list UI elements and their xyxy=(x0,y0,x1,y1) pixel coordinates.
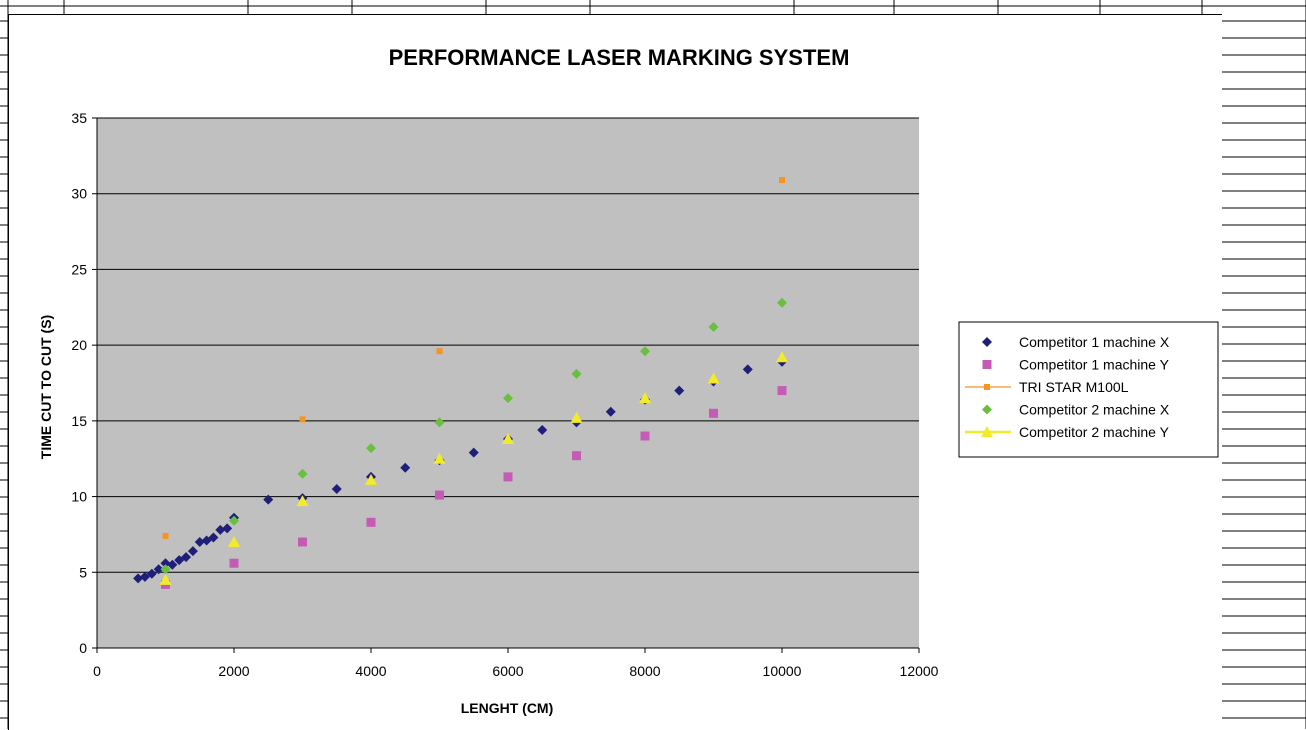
data-point xyxy=(167,559,178,570)
y-tick-label: 5 xyxy=(79,564,87,580)
data-point xyxy=(434,417,445,428)
data-point xyxy=(502,433,514,445)
legend-label: Competitor 1 machine X xyxy=(1019,334,1170,350)
legend: Competitor 1 machine X Competitor 1 machi… xyxy=(958,321,1219,458)
data-point xyxy=(229,558,239,568)
series-4 xyxy=(159,351,788,585)
legend-label: TRI STAR M100L xyxy=(1019,379,1129,395)
legend-label: Competitor 2 machine X xyxy=(1019,402,1170,418)
data-point xyxy=(435,490,444,500)
data-point xyxy=(160,564,171,575)
data-point xyxy=(228,536,240,547)
data-point xyxy=(299,416,306,423)
data-point xyxy=(605,406,616,417)
embedded-chart[interactable]: PERFORMANCE LASER MARKING SYSTEM 0 5 10 15 2… xyxy=(8,14,1222,730)
data-point xyxy=(468,447,479,458)
plot-background xyxy=(97,118,919,648)
chart-canvas: PERFORMANCE LASER MARKING SYSTEM 0 5 10 15 2… xyxy=(38,45,1219,716)
data-point xyxy=(159,573,172,585)
data-point xyxy=(674,385,685,396)
data-point xyxy=(160,558,171,569)
data-point xyxy=(570,411,583,423)
data-point xyxy=(777,386,787,396)
data-point xyxy=(436,348,443,355)
data-point xyxy=(640,346,650,357)
data-point xyxy=(707,372,720,384)
data-point xyxy=(296,495,309,507)
series-3 xyxy=(160,297,787,575)
data-point xyxy=(742,364,753,375)
legend-marker xyxy=(982,337,992,347)
data-point xyxy=(503,393,513,404)
data-point xyxy=(297,468,308,479)
data-point xyxy=(298,537,307,547)
x-axis-title: LENGHT (CM) xyxy=(461,700,554,716)
data-point xyxy=(571,368,582,379)
legend-marker xyxy=(981,426,993,437)
y-tick-label: 15 xyxy=(71,413,87,429)
plot-area: 0 5 10 15 20 25 30 35 0 2000 4000 6000 8000 10000 1200… xyxy=(71,110,938,679)
x-tick-label: 2000 xyxy=(218,663,249,679)
data-point xyxy=(366,443,376,454)
data-point xyxy=(229,515,239,526)
data-point xyxy=(208,532,219,543)
data-point xyxy=(365,473,377,485)
y-tick-label: 10 xyxy=(71,489,87,505)
legend-marker xyxy=(982,404,992,415)
x-tick-label: 4000 xyxy=(355,663,386,679)
data-point xyxy=(777,297,787,308)
y-tick-label: 35 xyxy=(71,110,87,126)
data-point xyxy=(400,462,411,473)
data-point xyxy=(263,494,274,505)
data-point xyxy=(537,424,548,435)
data-point xyxy=(640,431,650,441)
data-point xyxy=(194,537,205,547)
legend-marker xyxy=(984,384,990,390)
legend-box xyxy=(958,321,1219,458)
data-point xyxy=(162,532,169,539)
y-tick-label: 20 xyxy=(71,337,87,353)
data-point xyxy=(572,451,581,461)
data-point xyxy=(639,392,651,404)
series-2 xyxy=(162,177,785,539)
x-tick-label: 0 xyxy=(93,663,101,679)
data-point xyxy=(181,552,192,563)
y-axis-title: TIME CUT TO CUT (S) xyxy=(38,315,54,459)
chart-title: PERFORMANCE LASER MARKING SYSTEM xyxy=(389,45,850,70)
y-tick-label: 25 xyxy=(71,261,87,277)
legend-label: Competitor 1 machine Y xyxy=(1019,357,1170,373)
y-tick-label: 0 xyxy=(79,640,87,656)
y-tick-label: 30 xyxy=(71,186,87,202)
data-point xyxy=(433,452,446,464)
x-tick-label: 8000 xyxy=(629,663,660,679)
data-point xyxy=(776,351,788,363)
series-0 xyxy=(133,356,787,584)
legend-marker xyxy=(982,360,992,369)
legend-label: Competitor 2 machine Y xyxy=(1019,424,1170,440)
data-point xyxy=(153,564,164,575)
data-point xyxy=(222,523,233,534)
data-point xyxy=(503,472,513,482)
x-tick-label: 12000 xyxy=(900,663,939,679)
data-point xyxy=(708,321,719,332)
x-tick-label: 10000 xyxy=(763,663,802,679)
data-point xyxy=(146,568,157,579)
data-point xyxy=(779,177,785,184)
data-point xyxy=(366,517,376,527)
data-point xyxy=(331,484,342,494)
x-tick-label: 6000 xyxy=(492,663,523,679)
data-point xyxy=(187,546,198,557)
data-point xyxy=(215,524,226,535)
data-point xyxy=(709,408,718,418)
data-point xyxy=(133,573,144,584)
